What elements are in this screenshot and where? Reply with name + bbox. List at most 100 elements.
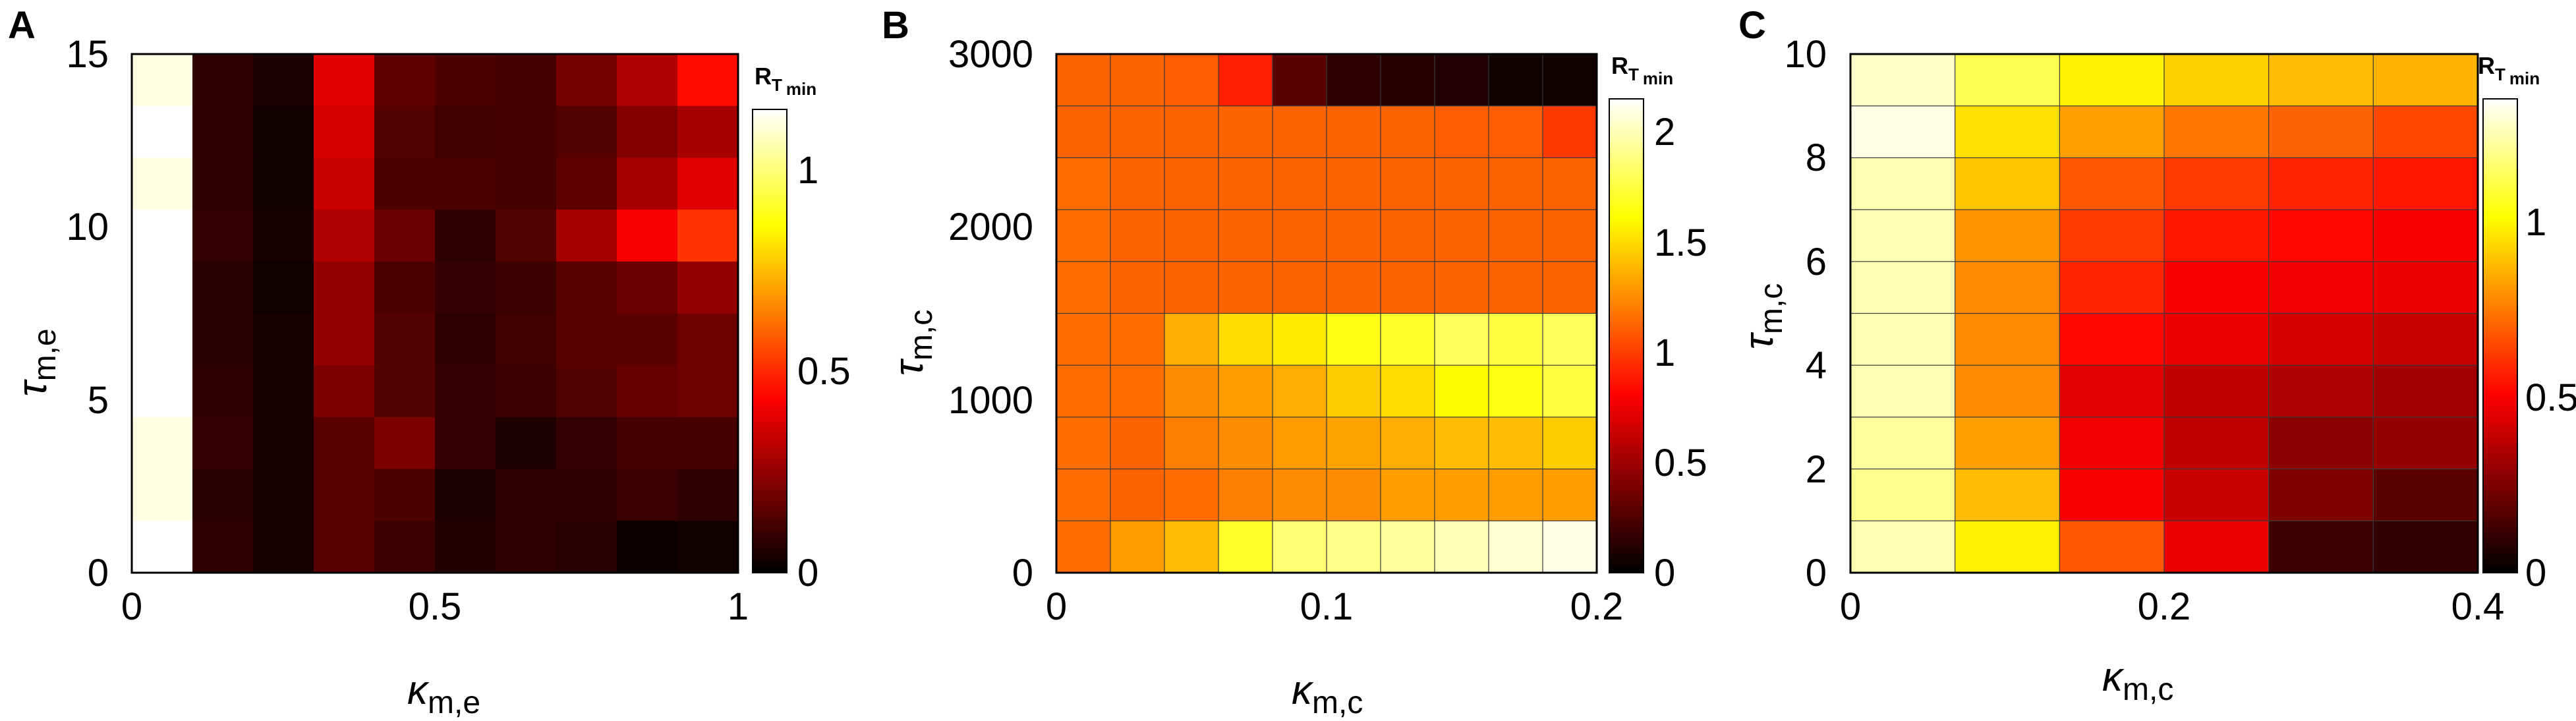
panel-a-cbtick: 0.5 bbox=[797, 350, 851, 393]
heatmap-cell bbox=[1326, 312, 1382, 366]
heatmap-cell bbox=[1164, 364, 1220, 418]
heatmap-cell bbox=[1850, 209, 1956, 263]
heatmap-cell bbox=[253, 313, 314, 366]
heatmap-cell bbox=[314, 417, 375, 470]
heatmap-cell bbox=[253, 105, 314, 158]
panel-a-letter: A bbox=[8, 4, 36, 47]
heatmap-cell bbox=[2059, 312, 2165, 366]
panel-b-letter: B bbox=[882, 4, 909, 47]
heatmap-cell bbox=[374, 210, 436, 262]
heatmap-cell bbox=[1110, 261, 1166, 314]
heatmap-cell bbox=[2372, 261, 2479, 314]
heatmap-cell bbox=[435, 261, 496, 314]
heatmap-cell bbox=[374, 158, 436, 210]
heatmap-cell bbox=[1056, 53, 1112, 107]
heatmap-cell bbox=[1434, 520, 1490, 574]
heatmap-cell bbox=[1218, 53, 1274, 107]
heatmap-cell bbox=[2268, 105, 2374, 159]
heatmap-cell bbox=[1164, 157, 1220, 211]
heatmap-cell bbox=[677, 365, 739, 418]
heatmap-cell bbox=[314, 469, 375, 521]
panel-b-xtick: 0.2 bbox=[1570, 585, 1624, 628]
heatmap-cell bbox=[617, 521, 678, 573]
heatmap-cell bbox=[1380, 209, 1436, 263]
heatmap-cell bbox=[1542, 209, 1598, 263]
heatmap-cell bbox=[1380, 520, 1436, 574]
heatmap-cell bbox=[1218, 312, 1274, 366]
heatmap-cell bbox=[374, 469, 436, 521]
heatmap-cell bbox=[1955, 468, 2061, 522]
heatmap-cell bbox=[132, 54, 193, 107]
panel-a-xtick: 0.5 bbox=[409, 585, 462, 628]
heatmap-cell bbox=[2372, 364, 2479, 418]
heatmap-cell bbox=[1272, 105, 1328, 159]
panel-c-heatmap bbox=[1850, 53, 2479, 574]
heatmap-cell bbox=[1326, 364, 1382, 418]
heatmap-cell bbox=[1056, 209, 1112, 263]
heatmap-cell bbox=[2372, 417, 2479, 470]
panel-c-colorbar-ticks: 0 0.5 1 bbox=[2525, 201, 2576, 594]
heatmap-cell bbox=[1326, 105, 1382, 159]
heatmap-cell bbox=[1110, 209, 1166, 263]
panel-b-cbtick: 1 bbox=[1654, 332, 1675, 374]
heatmap-cell bbox=[496, 105, 557, 158]
heatmap-cell bbox=[2163, 312, 2270, 366]
heatmap-cell bbox=[1380, 312, 1436, 366]
heatmap-cell bbox=[1434, 312, 1490, 366]
heatmap-cell bbox=[556, 521, 617, 573]
panel-b-plot-border bbox=[1055, 53, 1598, 574]
heatmap-cell bbox=[556, 365, 617, 418]
heatmap-cell bbox=[314, 105, 375, 158]
heatmap-cell bbox=[435, 469, 496, 521]
heatmap-cell bbox=[2268, 157, 2374, 211]
heatmap-cell bbox=[314, 158, 375, 210]
heatmap-cell bbox=[556, 469, 617, 521]
heatmap-cell bbox=[1850, 468, 1956, 522]
heatmap-cell bbox=[2372, 520, 2479, 574]
heatmap-cell bbox=[556, 313, 617, 366]
panel-c-xtick: 0 bbox=[1840, 585, 1861, 628]
heatmap-cell bbox=[556, 105, 617, 158]
heatmap-cell bbox=[374, 261, 436, 314]
panel-c-ytick: 2 bbox=[1806, 448, 1827, 491]
heatmap-cell bbox=[2163, 520, 2270, 574]
heatmap-cell bbox=[1542, 312, 1598, 366]
panel-c-cbtick: 1 bbox=[2525, 201, 2546, 244]
heatmap-cell bbox=[192, 313, 254, 366]
heatmap-cell bbox=[374, 365, 436, 418]
panel-a-ytick: 15 bbox=[66, 33, 109, 76]
heatmap-cell bbox=[1955, 53, 2061, 107]
panel-b-x-ticks: 0 0.1 0.2 bbox=[1046, 585, 1623, 628]
heatmap-cell bbox=[253, 54, 314, 107]
heatmap-cell bbox=[192, 365, 254, 418]
heatmap-cell bbox=[1164, 53, 1220, 107]
panel-b-xtick: 0.1 bbox=[1300, 585, 1354, 628]
panel-c-letter: C bbox=[1738, 4, 1766, 47]
heatmap-cell bbox=[1110, 417, 1166, 470]
heatmap-cell bbox=[1110, 520, 1166, 574]
panel-a-cbtick: 1 bbox=[797, 149, 818, 192]
panel-c-ytick: 8 bbox=[1806, 136, 1827, 179]
heatmap-cell bbox=[617, 158, 678, 210]
panel-a-xtick: 1 bbox=[728, 585, 749, 628]
heatmap-cell bbox=[1218, 417, 1274, 470]
heatmap-cell bbox=[1326, 520, 1382, 574]
heatmap-cell bbox=[1488, 312, 1544, 366]
heatmap-cell bbox=[314, 365, 375, 418]
heatmap-cell bbox=[1326, 53, 1382, 107]
heatmap-cell bbox=[2268, 364, 2374, 418]
heatmap-cell bbox=[192, 105, 254, 158]
heatmap-cell bbox=[496, 469, 557, 521]
heatmap-cell bbox=[556, 54, 617, 107]
heatmap-cell bbox=[1272, 468, 1328, 522]
heatmap-cell bbox=[253, 158, 314, 210]
panel-c-cbtick: 0 bbox=[2525, 552, 2546, 594]
heatmap-cell bbox=[132, 261, 193, 314]
panel-b-cbtick: 0.5 bbox=[1654, 442, 1707, 484]
heatmap-cell bbox=[435, 365, 496, 418]
panel-b-colorbar-title: RT min bbox=[1611, 52, 1673, 88]
heatmap-cell bbox=[496, 521, 557, 573]
heatmap-cell bbox=[1164, 468, 1220, 522]
panel-b-colorbar-gradient bbox=[1609, 98, 1644, 573]
